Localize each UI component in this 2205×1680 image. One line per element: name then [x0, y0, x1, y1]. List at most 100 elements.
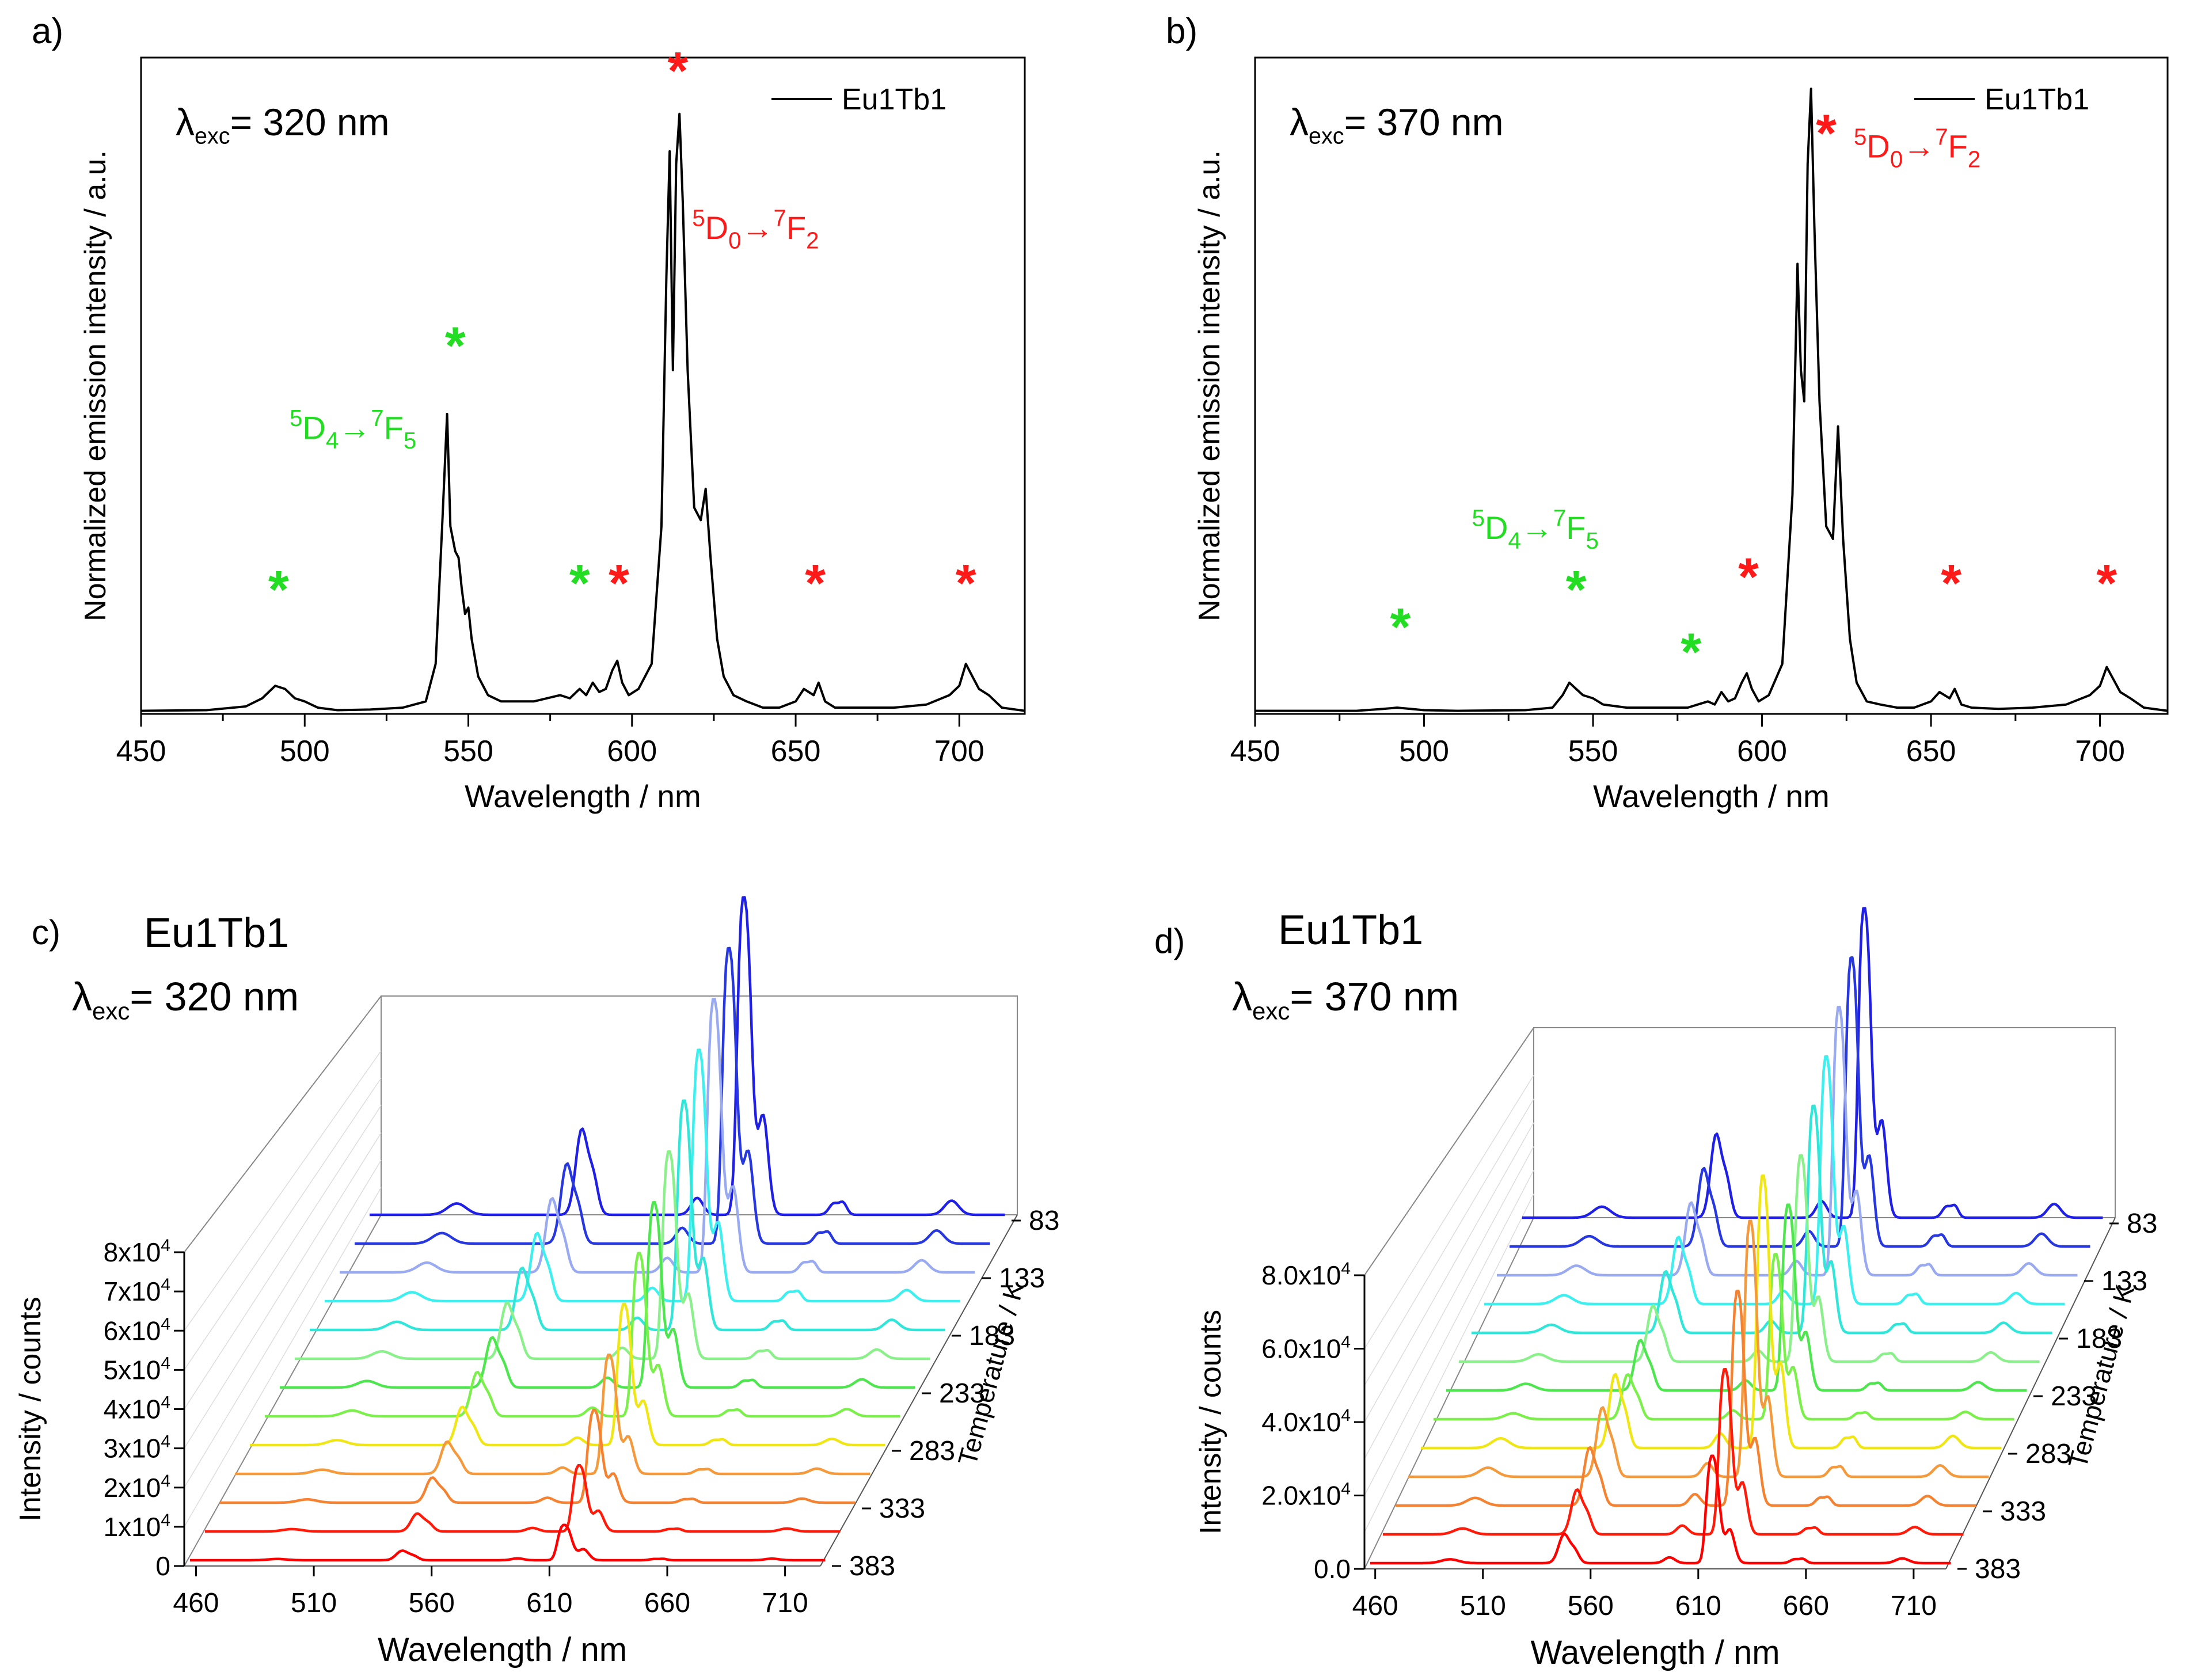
legend-label: Eu1Tb1 [842, 83, 946, 116]
excitation-label: λexc= 320 nm [72, 974, 299, 1024]
x-tick-label: 550 [443, 735, 493, 768]
emission-peak-marker: * [1941, 554, 1961, 613]
spectrum-108K [355, 947, 990, 1245]
z-tick-label: 133 [999, 1263, 1045, 1294]
grid-line [1364, 1075, 1534, 1349]
y-tick-label: 6.0x104 [1261, 1333, 1351, 1364]
panel-label: b) [1166, 12, 1197, 51]
z-tick-label: 183 [2076, 1324, 2122, 1354]
spectrum-183K [1472, 1104, 2052, 1335]
spectrum-308K [235, 1353, 870, 1476]
x-tick-label: 550 [1568, 735, 1618, 768]
y-tick-label: 4x104 [104, 1393, 170, 1424]
x-tick-label: 560 [1568, 1591, 1614, 1621]
y-tick-label: 4.0x104 [1261, 1406, 1351, 1437]
x-tick-label: 560 [409, 1588, 455, 1618]
z-tick-label: 233 [939, 1378, 985, 1409]
back-wall [381, 995, 1018, 1215]
z-tick-label: 183 [969, 1321, 1015, 1351]
spectrum-333K [220, 1408, 856, 1504]
y-tick-label: 3x104 [104, 1432, 170, 1464]
spectrum-158K [1484, 1055, 2065, 1306]
floor-edge [820, 1214, 1018, 1567]
emission-peak-marker: * [1738, 548, 1759, 607]
y-axis-label: Intensity / counts [1194, 1310, 1227, 1534]
spectrum-108K [1510, 956, 2090, 1248]
z-tick-label: 83 [1029, 1206, 1059, 1236]
x-tick-label: 610 [1675, 1591, 1721, 1621]
grid-line [184, 1132, 382, 1449]
panel-label: a) [32, 12, 63, 51]
panel-a: a) 450 500 550 600 650 700 Wavelength / nm Norma… [32, 12, 1026, 814]
y-axis-label: Normalized emission intensity / a.u. [79, 150, 112, 621]
panel-c: c) Eu1Tb1 λexc= 320 nm 0 1x104 2x104 3x104 4x10… [14, 896, 1059, 1668]
emission-peak-marker: * [1816, 104, 1837, 163]
grid-line [1364, 1194, 1534, 1533]
spectrum-233K [1446, 1203, 2027, 1392]
z-tick-label: 383 [1975, 1554, 2021, 1584]
series-line-eu1tb1 [140, 112, 1025, 712]
panel-label: c) [32, 913, 60, 952]
transition-label-tb: 5D4→7F5 [1472, 505, 1599, 554]
y-tick-label: 1x104 [104, 1511, 170, 1542]
spectrum-258K [265, 1252, 900, 1418]
x-axis-label: Wavelength / nm [1530, 1634, 1780, 1671]
z-tick-label: 333 [2000, 1496, 2046, 1527]
z-axis-label: Temperature / K [952, 1279, 1030, 1469]
y-tick-label: 8x104 [104, 1236, 170, 1267]
spectrum-283K [250, 1302, 885, 1447]
y-tick-label: 7x104 [104, 1275, 170, 1306]
emission-peak-marker: * [805, 554, 826, 613]
x-tick-label: 660 [644, 1588, 690, 1618]
spectrum-133K [340, 997, 975, 1274]
x-tick-label: 510 [1460, 1591, 1506, 1621]
spectrum-383K [190, 1523, 826, 1562]
plot-frame [1254, 56, 2169, 715]
y-tick-label: 2.0x104 [1261, 1480, 1351, 1511]
emission-peak-marker: * [1566, 560, 1587, 619]
x-tick-label: 460 [173, 1588, 219, 1618]
panel-label: d) [1154, 922, 1185, 960]
floor-edge [1364, 1217, 1534, 1569]
x-tick-label: 600 [1737, 735, 1787, 768]
emission-peak-marker: * [1681, 623, 1701, 682]
x-axis-label: Wavelength / nm [378, 1631, 627, 1668]
emission-peak-marker: * [956, 554, 976, 613]
x-axis-label: Wavelength / nm [1593, 778, 1830, 814]
emission-peak-marker: * [445, 317, 466, 375]
grid-line [1364, 1122, 1534, 1423]
x-tick-label: 610 [526, 1588, 572, 1618]
panel-b: b) 450 500 550 600 650 700 Wavelength / nm Norma… [1166, 12, 2169, 814]
x-tick-label: 510 [291, 1588, 337, 1618]
emission-peak-marker: * [667, 41, 688, 100]
x-tick-label: 650 [1906, 735, 1956, 768]
z-tick-label: 283 [909, 1436, 955, 1466]
x-tick-label: 500 [1399, 735, 1449, 768]
spectrum-208K [1459, 1154, 2040, 1363]
spectrum-308K [1408, 1219, 1989, 1478]
x-tick-label: 710 [762, 1588, 808, 1618]
transition-label-tb: 5D4→7F5 [290, 405, 416, 454]
y-axis-label: Normalized emission intensity / a.u. [1193, 150, 1226, 621]
y-axis-label: Intensity / counts [14, 1297, 47, 1521]
x-tick-label: 700 [934, 735, 984, 768]
emission-peak-marker: * [2096, 554, 2117, 613]
y-tick-label: 8.0x104 [1261, 1259, 1351, 1290]
x-tick-label: 700 [2075, 735, 2125, 768]
x-tick-label: 450 [116, 735, 166, 768]
x-tick-label: 710 [1891, 1591, 1937, 1621]
spectrum-333K [1396, 1290, 1976, 1507]
sample-title: Eu1Tb1 [1278, 907, 1423, 953]
spectrum-208K [295, 1150, 930, 1360]
spectrum-133K [1497, 1005, 2078, 1277]
wall-edge [1364, 1027, 1534, 1276]
grid-line [184, 1160, 382, 1488]
grid-line [1364, 1146, 1534, 1459]
z-axis-label: Temperature / K [2062, 1282, 2140, 1472]
emission-peak-marker: * [268, 560, 289, 619]
spectrum-358K [205, 1464, 841, 1533]
floor-edge [1945, 1217, 2116, 1569]
y-tick-label: 2x104 [104, 1472, 170, 1503]
spectrum-183K [310, 1099, 945, 1332]
